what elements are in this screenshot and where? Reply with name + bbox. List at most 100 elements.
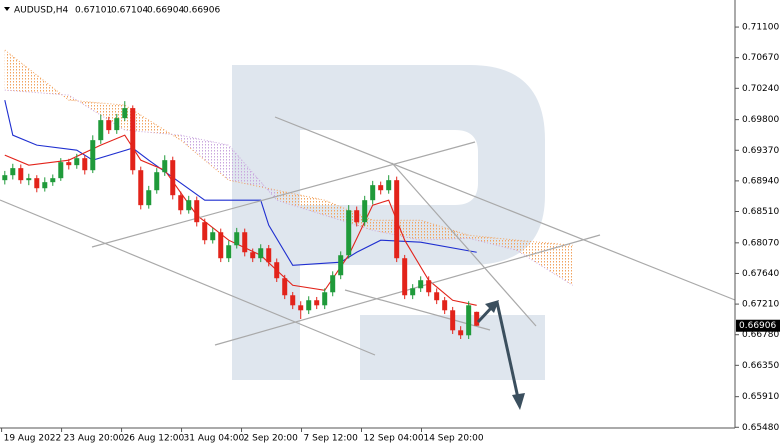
candle-body: [282, 278, 288, 296]
x-tick-label: 2 Sep 20:00: [244, 434, 299, 444]
candle-body: [362, 200, 368, 223]
symbol: AUDUSD,H4: [14, 6, 69, 16]
candle-body: [106, 120, 112, 131]
candle-body: [314, 300, 320, 306]
candle-body: [442, 300, 448, 311]
cloud-segment: [228, 145, 277, 201]
cloud-segment: [180, 135, 229, 181]
y-tick-label: 0.65480: [742, 423, 779, 433]
candle-body: [210, 232, 216, 241]
candle-body: [434, 292, 440, 301]
header-high: 0.67104: [111, 6, 148, 16]
header: AUDUSD,H4 0.67101 0.67104 0.66904 0.6690…: [4, 6, 220, 16]
candle-body: [58, 162, 64, 179]
cloud-span-a: [4, 49, 573, 246]
trend-lines: [0, 116, 736, 356]
x-tick-label: 12 Sep 04:00: [364, 434, 424, 444]
candle-body: [218, 232, 224, 259]
candle-body: [378, 185, 384, 191]
y-tick-label: 0.65910: [742, 392, 779, 402]
candle-body: [450, 310, 456, 331]
y-tick-label: 0.69800: [742, 115, 779, 125]
candle-body: [330, 275, 336, 293]
candle-body: [474, 311, 480, 326]
x-tick-label: 26 Aug 12:00: [124, 434, 185, 444]
candle-body: [354, 210, 360, 223]
candle-body: [322, 292, 328, 306]
candle-body: [130, 108, 136, 171]
forecast-arrows: [476, 300, 525, 410]
candle-body: [266, 248, 272, 263]
candle-body: [290, 295, 296, 306]
cloud-segment: [468, 235, 517, 251]
candle-body: [250, 252, 256, 259]
x-tick-label: 23 Aug 20:00: [64, 434, 125, 444]
y-tick-label: 0.68510: [742, 207, 779, 217]
candle-body: [42, 182, 48, 189]
candle-body: [242, 232, 248, 253]
candle-body: [226, 245, 232, 259]
cloud-segment: [420, 220, 469, 241]
x-tick-label: 19 Aug 2022: [4, 434, 62, 444]
candle-body: [26, 178, 32, 181]
candle-body: [466, 305, 472, 336]
y-tick-label: 0.70670: [742, 53, 779, 63]
candle-body: [10, 168, 16, 176]
x-tick-label: 7 Sep 12:00: [304, 434, 359, 444]
candle-body: [178, 195, 184, 211]
x-tick-label: 14 Sep 20:00: [423, 434, 483, 444]
y-tick-label: 0.68070: [742, 238, 779, 248]
candles-layer: [2, 101, 480, 339]
candle-body: [2, 175, 8, 181]
candle-body: [34, 178, 40, 189]
candle-body: [66, 162, 72, 166]
candle-body: [90, 140, 96, 171]
cloud-segment: [516, 240, 573, 286]
y-tick-label: 0.69370: [742, 146, 779, 156]
x-tick-label: 31 Aug 04:00: [184, 434, 245, 444]
candle-body: [50, 178, 56, 183]
candle-body: [18, 168, 24, 181]
header-close: 0.66906: [183, 6, 220, 16]
candle-body: [98, 120, 104, 141]
candle-body: [202, 222, 208, 241]
kijun-line: [4, 100, 477, 266]
candle-body: [234, 232, 240, 246]
candle-body: [306, 300, 312, 311]
y-tick-label: 0.68940: [742, 176, 779, 186]
y-tick-label: 0.66350: [742, 361, 779, 371]
axes-layer: 0.71100 0.70670 0.70240 0.69800 0.69370 0.689…: [1, 23, 780, 444]
candle-body: [458, 330, 464, 336]
cloud-span-b: [4, 89, 573, 286]
y-tick-label: 0.67640: [742, 269, 779, 279]
candle-body: [146, 190, 152, 206]
candle-body: [338, 255, 344, 276]
candle-body: [122, 108, 128, 119]
candle-body: [274, 262, 280, 279]
candle-body: [82, 158, 88, 171]
candle-body: [258, 248, 264, 259]
last-price-box: [736, 319, 780, 332]
candle-body: [426, 280, 432, 293]
candle-body: [194, 200, 200, 223]
candle-body: [170, 160, 176, 196]
candle-body: [186, 200, 192, 211]
candle-body: [346, 210, 352, 256]
candle-body: [394, 180, 400, 259]
candle-body: [370, 185, 376, 201]
candle-body: [138, 170, 144, 206]
last-price-label: 0.66906: [739, 321, 776, 331]
cloud-segment: [276, 190, 325, 216]
y-tick-label: 0.66780: [742, 330, 779, 340]
candle-body: [114, 118, 120, 131]
y-tick-label: 0.70240: [742, 84, 779, 94]
candle-body: [410, 288, 416, 296]
header-low: 0.66904: [147, 6, 184, 16]
candle-body: [418, 280, 424, 289]
candle-body: [162, 160, 168, 173]
candle-body: [154, 172, 160, 191]
candle-body: [402, 258, 408, 296]
candle-body: [74, 158, 80, 166]
candle-body: [386, 180, 392, 191]
